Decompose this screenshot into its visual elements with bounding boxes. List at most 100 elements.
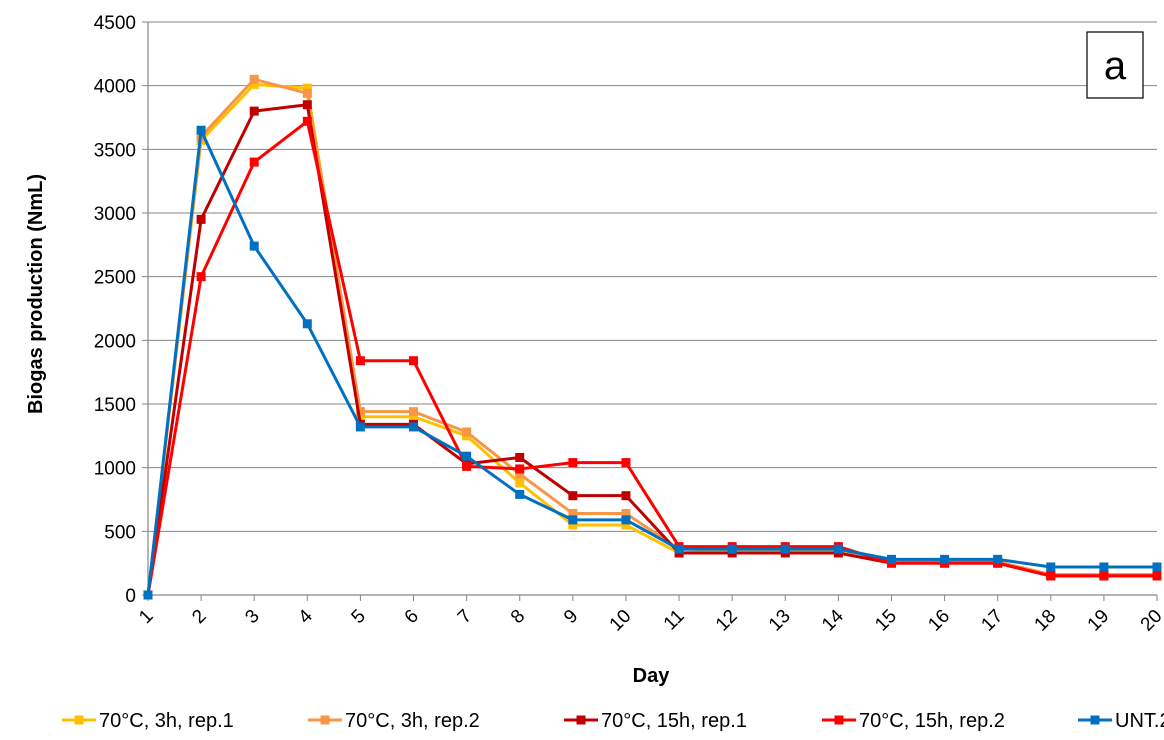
x-tick-label: 12 <box>712 606 742 636</box>
data-point <box>621 491 631 501</box>
x-tick-label: 11 <box>660 606 689 635</box>
data-point <box>1099 562 1109 572</box>
series-3 <box>143 100 1162 600</box>
x-tick-label: 10 <box>606 606 636 636</box>
legend: 70°C, 3h, rep.1 70°C, 3h, rep.2 70°C, 15h,… <box>62 710 1164 732</box>
x-tick-label: 6 <box>401 606 423 628</box>
x-tick-labels: 1 2 3 4 5 6 7 8 9 10 11 12 13 14 15 16 17 18 19 20 <box>135 605 1164 635</box>
data-point <box>462 451 472 461</box>
data-point <box>1046 571 1056 581</box>
x-tick-label: 18 <box>1031 606 1061 636</box>
data-point <box>515 464 525 474</box>
axes <box>147 22 1158 601</box>
data-point <box>196 272 206 282</box>
y-tick-label: 1500 <box>94 395 136 416</box>
data-point <box>621 515 631 525</box>
data-point <box>568 520 578 530</box>
y-tick-label: 4000 <box>94 77 136 98</box>
legend-item: UNT.2 <box>1078 710 1164 732</box>
legend-marker-swatch <box>576 715 586 725</box>
data-point <box>886 554 896 564</box>
data-point <box>727 544 737 554</box>
x-tick-label: 13 <box>765 606 795 636</box>
y-tick-label: 0 <box>125 586 136 607</box>
data-point <box>568 509 578 519</box>
data-point <box>568 458 578 468</box>
data-point <box>1046 562 1056 572</box>
x-tick-label: 7 <box>454 606 476 628</box>
x-tick-label: 1 <box>135 606 157 628</box>
data-point <box>355 407 365 417</box>
series-4 <box>143 116 1162 600</box>
data-point <box>302 319 312 329</box>
legend-item: 70°C, 3h, rep.1 <box>62 710 234 732</box>
data-point <box>409 407 419 417</box>
series-line <box>146 103 1157 596</box>
data-point <box>249 157 259 167</box>
y-tick-label: 500 <box>104 522 136 543</box>
panel-label-box: a <box>1086 31 1144 99</box>
series-line <box>146 119 1157 596</box>
legend-label: 70°C, 3h, rep.2 <box>345 710 480 732</box>
x-axis-title: Day <box>633 665 671 687</box>
data-point <box>621 509 631 519</box>
data-point <box>409 356 419 366</box>
data-point <box>249 241 259 251</box>
y-tick-label: 1000 <box>94 459 136 480</box>
data-point <box>1152 571 1162 581</box>
y-tick-label: 2500 <box>94 268 136 289</box>
data-point <box>568 491 578 501</box>
x-tick-label: 15 <box>871 606 901 636</box>
x-tick-label: 16 <box>924 606 954 636</box>
x-tick-label: 9 <box>560 606 582 628</box>
y-tick-label: 4500 <box>94 13 136 34</box>
series-line <box>146 77 1157 596</box>
data-point <box>621 458 631 468</box>
data-point <box>1099 571 1109 581</box>
y-axis-title: Biogas production (NmL) <box>25 174 47 414</box>
data-point <box>515 489 525 499</box>
data-point <box>249 79 259 89</box>
data-point <box>993 554 1003 564</box>
x-tick-label: 3 <box>241 606 263 628</box>
data-point <box>515 478 525 488</box>
x-tick-label: 5 <box>348 606 370 628</box>
data-point <box>143 590 153 600</box>
series-1 <box>143 79 1162 600</box>
data-point <box>780 544 790 554</box>
x-tick-label: 20 <box>1137 606 1164 636</box>
legend-marker-swatch <box>74 715 84 725</box>
x-tick-label: 4 <box>295 605 318 628</box>
panel-label: a <box>1104 44 1127 88</box>
x-tick-label: 2 <box>188 606 210 628</box>
legend-label: 70°C, 15h, rep.1 <box>601 710 747 732</box>
legend-marker-swatch <box>834 715 844 725</box>
series-2 <box>143 74 1162 600</box>
x-tick-label: 14 <box>818 605 848 635</box>
data-point <box>674 544 684 554</box>
data-point <box>302 100 312 110</box>
legend-label: UNT.2 <box>1115 710 1164 732</box>
legend-item: 70°C, 15h, rep.2 <box>822 710 1005 732</box>
legend-marker-swatch <box>1090 715 1100 725</box>
gridlines <box>142 21 1157 596</box>
x-tick-label: 8 <box>507 606 529 628</box>
series-line <box>146 128 1157 596</box>
legend-marker-swatch <box>320 715 330 725</box>
data-point <box>196 125 206 135</box>
data-point <box>515 452 525 462</box>
legend-label: 70°C, 3h, rep.1 <box>99 710 234 732</box>
y-tick-labels: 0 500 1000 1500 2000 2500 3000 3500 4000 4500 <box>94 13 136 607</box>
data-point <box>302 116 312 126</box>
data-point <box>249 106 259 116</box>
legend-item: 70°C, 15h, rep.1 <box>564 710 747 732</box>
data-point <box>462 427 472 437</box>
y-tick-label: 2000 <box>94 331 136 352</box>
y-tick-label: 3000 <box>94 204 136 225</box>
y-tick-label: 3500 <box>94 140 136 161</box>
data-point <box>302 83 312 93</box>
data-point <box>409 412 419 422</box>
data-point <box>515 469 525 479</box>
data-point <box>409 422 419 432</box>
